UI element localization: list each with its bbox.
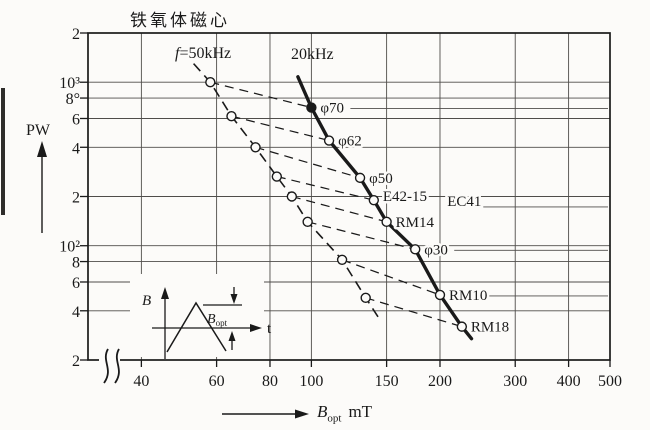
axis-break-mark bbox=[99, 348, 120, 384]
x-tick-label-60: 60 bbox=[209, 373, 225, 390]
core-label-φ62: φ62 bbox=[338, 134, 362, 150]
series-label-50khz: f=50kHz bbox=[175, 45, 232, 62]
point-50khz-RM14 bbox=[286, 191, 298, 202]
connector-φ50 bbox=[255, 146, 361, 179]
core-label-φ30: φ30 bbox=[424, 242, 448, 258]
core-label-RM18: RM18 bbox=[471, 320, 509, 336]
connector-φ70 bbox=[210, 81, 312, 109]
x-axis-arrow bbox=[222, 409, 309, 419]
y-tick-label-2: 8° bbox=[66, 91, 80, 108]
y-tick-label-0: 2 bbox=[72, 26, 80, 43]
y-tick-label-1: 10³ bbox=[59, 75, 80, 92]
f-symbol: f bbox=[175, 45, 180, 62]
connector-φ30 bbox=[307, 221, 416, 250]
point-50khz-RM18 bbox=[360, 292, 371, 304]
x-tick-label-100: 100 bbox=[299, 373, 323, 390]
point-50khz-φ70 bbox=[205, 77, 216, 88]
y-axis-title: PW bbox=[26, 122, 50, 139]
annotation-EC41: EC41 bbox=[447, 194, 481, 210]
y-tick-label-9: 4 bbox=[72, 304, 80, 321]
chart-title: 铁氧体磁心 bbox=[130, 11, 230, 30]
triangle-waveform bbox=[166, 301, 227, 353]
b-symbol: B bbox=[317, 402, 328, 421]
core-label-φ70: φ70 bbox=[320, 101, 344, 117]
point-20khz-RM10 bbox=[434, 289, 446, 301]
inset-background bbox=[130, 274, 264, 357]
inset-t-axis bbox=[152, 324, 262, 332]
point-20khz-φ30 bbox=[410, 244, 421, 255]
point-50khz-E42-15 bbox=[271, 171, 283, 182]
x-tick-label-40: 40 bbox=[133, 373, 149, 390]
x-tick-label-500: 500 bbox=[598, 373, 622, 390]
inset-b-label: B bbox=[142, 293, 151, 309]
dimension-arrow-up bbox=[228, 331, 236, 350]
scan-artifact bbox=[1, 88, 5, 215]
point-20khz-φ70 bbox=[306, 102, 317, 113]
x-axis-title: Bopt mT bbox=[317, 402, 373, 425]
x-tick-label-400: 400 bbox=[557, 373, 581, 390]
point-50khz-RM10 bbox=[336, 254, 348, 266]
y-tick-label-5: 2 bbox=[72, 190, 80, 207]
x-tick-label-200: 200 bbox=[428, 373, 452, 390]
inset-t-label: t bbox=[267, 321, 272, 337]
point-20khz-RM18 bbox=[456, 321, 468, 332]
connector-RM10 bbox=[341, 259, 441, 296]
core-label-E42-15: E42-15 bbox=[383, 189, 427, 205]
y-tick-label-10: 2 bbox=[72, 353, 80, 370]
point-50khz-φ62 bbox=[226, 110, 237, 122]
y-tick-label-7: 8 bbox=[72, 255, 80, 272]
core-label-RM10: RM10 bbox=[449, 288, 487, 304]
point-50khz-φ30 bbox=[302, 216, 313, 228]
x-tick-label-150: 150 bbox=[375, 373, 399, 390]
series-label-20khz: 20kHz bbox=[291, 46, 334, 63]
series-line-f=50kHz bbox=[193, 63, 380, 319]
x-tick-label-80: 80 bbox=[262, 373, 278, 390]
connector-E42-15 bbox=[276, 175, 374, 201]
y-tick-label-3: 6 bbox=[72, 111, 80, 128]
connector-RM18 bbox=[365, 297, 463, 328]
y-tick-label-6: 10² bbox=[59, 239, 80, 256]
point-50khz-φ50 bbox=[250, 142, 261, 153]
x-tick-label-300: 300 bbox=[503, 373, 527, 390]
point-20khz-E42-15 bbox=[368, 194, 380, 206]
y-axis-arrow bbox=[37, 141, 47, 233]
core-label-RM14: RM14 bbox=[396, 215, 435, 231]
point-20khz-φ62 bbox=[323, 135, 335, 146]
core-label-φ50: φ50 bbox=[369, 171, 393, 187]
plot-border bbox=[87, 32, 611, 361]
connector-RM14 bbox=[291, 195, 387, 223]
dimension-arrow-down bbox=[230, 287, 238, 304]
connector-φ62 bbox=[231, 115, 330, 142]
y-tick-label-8: 6 bbox=[72, 275, 80, 292]
point-20khz-φ50 bbox=[354, 172, 366, 184]
inset-bopt-label: Bopt bbox=[207, 312, 228, 328]
y-tick-label-4: 4 bbox=[72, 140, 80, 157]
point-20khz-RM14 bbox=[381, 216, 392, 228]
waveform-inset: B t Bopt bbox=[130, 274, 272, 359]
series-line-20kHz bbox=[296, 75, 474, 341]
